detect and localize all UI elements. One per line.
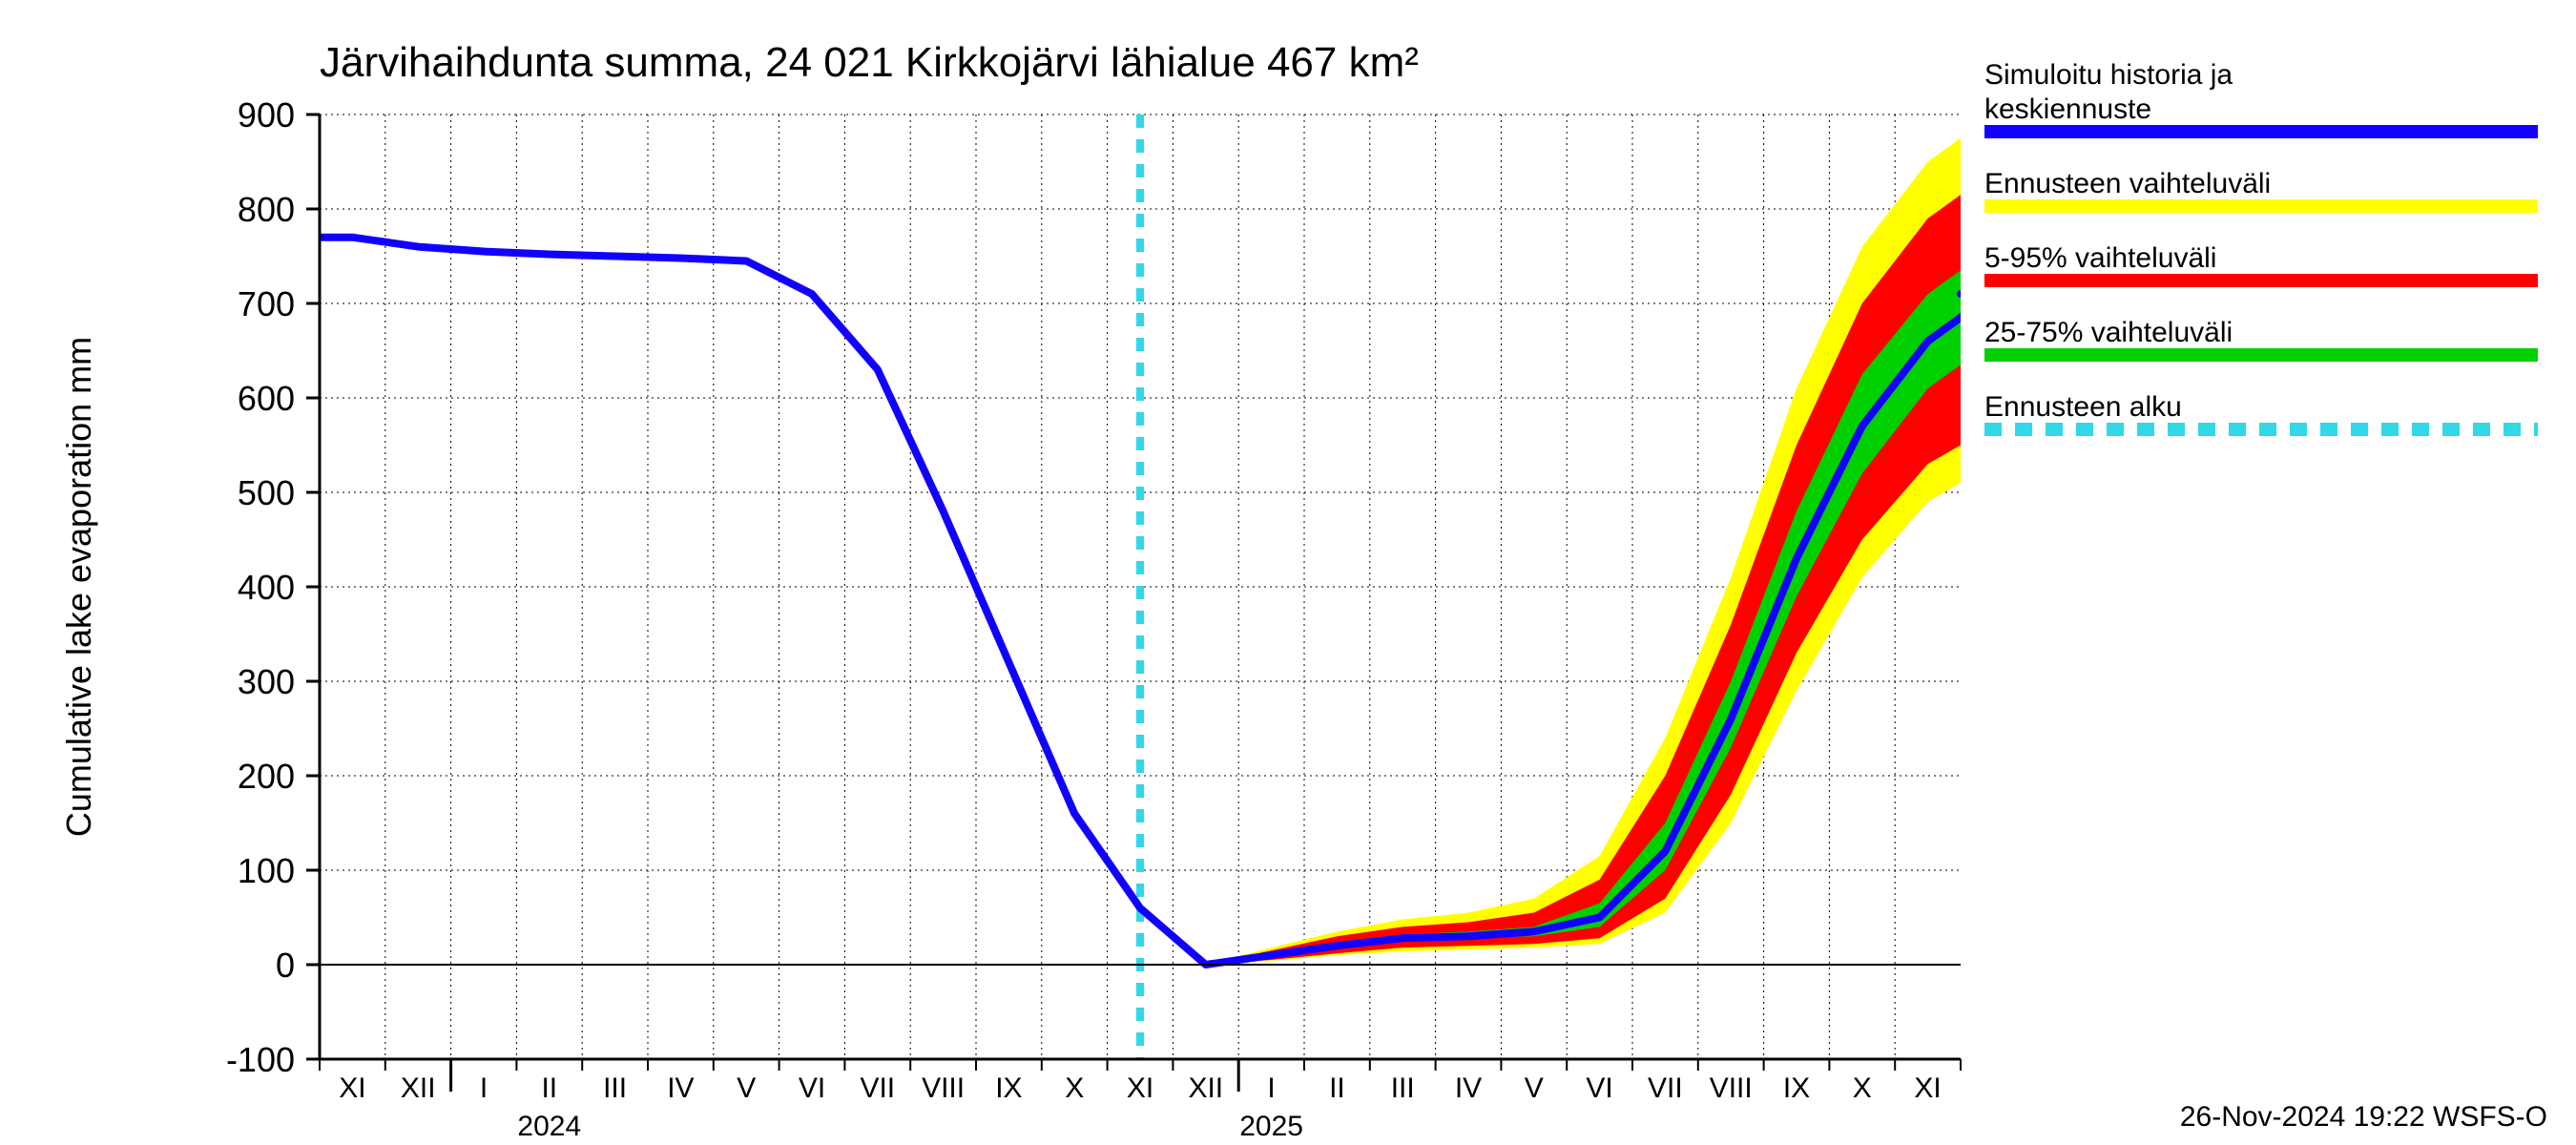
chart-container: -1000100200300400500600700800900XIXIIIII… [0,0,2576,1145]
x-tick-label: XI [1127,1072,1153,1104]
legend-label: keskiennuste [1984,94,2151,125]
legend-label: Ennusteen alku [1984,391,2182,423]
y-tick-label: 0 [276,946,295,985]
y-tick-label: 700 [238,284,295,323]
legend-label: Simuloitu historia ja [1984,59,2233,91]
legend-label: Ennusteen vaihteluväli [1984,168,2271,199]
x-tick-label: XII [1188,1072,1223,1104]
x-tick-label: IV [667,1072,694,1104]
x-tick-label: I [1267,1072,1275,1104]
x-tick-label: VIII [922,1072,965,1104]
x-tick-label: X [1065,1072,1084,1104]
x-year-label: 2025 [1239,1111,1303,1142]
y-axis-label: Cumulative lake evaporation mm [59,337,98,837]
x-tick-label: IV [1455,1072,1482,1104]
chart-title: Järvihaihdunta summa, 24 021 Kirkkojärvi… [320,39,1419,86]
x-tick-label: IX [995,1072,1022,1104]
footer-text: 26-Nov-2024 19:22 WSFS-O [2180,1101,2547,1133]
x-tick-label: I [480,1072,488,1104]
y-tick-label: 900 [238,95,295,135]
x-tick-label: VII [860,1072,895,1104]
x-tick-label: III [603,1072,627,1104]
x-tick-label: XI [1914,1072,1941,1104]
legend-label: 5-95% vaihteluväli [1984,242,2216,274]
x-tick-label: VI [1586,1072,1612,1104]
x-tick-label: IX [1783,1072,1810,1104]
y-tick-label: 200 [238,757,295,796]
x-tick-label: III [1391,1072,1415,1104]
y-tick-label: -100 [226,1040,295,1079]
x-tick-label: XII [401,1072,436,1104]
x-year-label: 2024 [517,1111,581,1142]
x-tick-label: X [1853,1072,1872,1104]
y-tick-label: 500 [238,473,295,512]
y-tick-label: 400 [238,568,295,607]
y-tick-label: 800 [238,190,295,229]
y-tick-label: 100 [238,851,295,890]
x-tick-label: V [1525,1072,1544,1104]
x-tick-label: VIII [1710,1072,1753,1104]
x-tick-label: V [737,1072,756,1104]
chart-svg: -1000100200300400500600700800900XIXIIIII… [0,0,2576,1145]
x-tick-label: II [541,1072,557,1104]
x-tick-label: VI [799,1072,825,1104]
x-tick-label: II [1329,1072,1345,1104]
y-tick-label: 600 [238,379,295,418]
y-tick-label: 300 [238,662,295,701]
x-tick-label: VII [1648,1072,1683,1104]
legend-label: 25-75% vaihteluväli [1984,317,2233,348]
x-tick-label: XI [339,1072,365,1104]
